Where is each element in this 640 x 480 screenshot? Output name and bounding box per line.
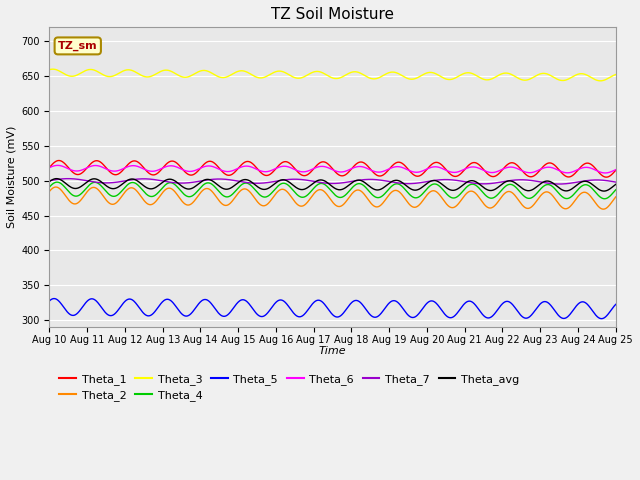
Theta_2: [308, 193, 316, 199]
Theta_6: [602, 170, 609, 176]
Theta_3: [49, 66, 57, 72]
Theta_5: [368, 313, 376, 319]
Theta_7: [45, 178, 53, 183]
Theta_4: [600, 196, 608, 202]
Theta_3: [286, 72, 294, 78]
Theta_7: [65, 176, 72, 181]
Theta_5: [113, 309, 120, 315]
Theta_4: [90, 180, 97, 185]
Theta_5: [308, 301, 316, 307]
Theta_7: [612, 179, 620, 185]
Theta_1: [45, 165, 53, 170]
Theta_6: [90, 163, 97, 168]
Theta_3: [368, 76, 376, 82]
Theta_1: [308, 168, 316, 174]
Line: Theta_avg: Theta_avg: [49, 179, 616, 191]
Theta_6: [368, 168, 376, 173]
Theta_5: [612, 301, 620, 307]
Legend: Theta_1, Theta_2, Theta_3, Theta_4, Theta_5, Theta_6, Theta_7, Theta_avg: Theta_1, Theta_2, Theta_3, Theta_4, Thet…: [55, 369, 524, 406]
Theta_1: [368, 168, 376, 174]
Theta_3: [45, 67, 53, 72]
Line: Theta_4: Theta_4: [49, 182, 616, 199]
Theta_4: [45, 184, 53, 190]
Theta_6: [308, 167, 316, 172]
Theta_avg: [113, 185, 120, 191]
Theta_3: [113, 72, 120, 77]
Theta_1: [286, 161, 294, 167]
Theta_5: [45, 298, 53, 304]
Theta_5: [50, 296, 58, 301]
Theta_2: [52, 184, 60, 190]
Theta_2: [45, 189, 53, 194]
Theta_5: [598, 316, 605, 322]
Theta_7: [556, 181, 563, 187]
Theta_avg: [368, 185, 376, 191]
Theta_2: [600, 206, 607, 212]
Theta_2: [368, 202, 376, 207]
Theta_1: [113, 172, 120, 178]
Line: Theta_2: Theta_2: [49, 187, 616, 209]
Theta_avg: [308, 181, 316, 187]
Theta_4: [368, 192, 376, 197]
Theta_1: [612, 168, 620, 173]
Theta_2: [298, 203, 306, 209]
Line: Theta_3: Theta_3: [49, 69, 616, 81]
Theta_3: [596, 78, 604, 84]
Theta_2: [90, 184, 97, 190]
Theta_7: [113, 180, 120, 185]
Theta_1: [298, 172, 306, 178]
Theta_avg: [612, 181, 620, 187]
Theta_6: [54, 163, 61, 168]
X-axis label: Time: Time: [319, 346, 346, 356]
Theta_4: [53, 179, 61, 185]
Line: Theta_5: Theta_5: [49, 299, 616, 319]
Theta_2: [113, 200, 120, 205]
Theta_avg: [45, 179, 53, 184]
Theta_avg: [52, 176, 60, 181]
Theta_avg: [600, 188, 608, 194]
Theta_6: [612, 167, 620, 172]
Theta_6: [298, 169, 306, 175]
Theta_7: [308, 178, 316, 184]
Theta_1: [602, 174, 610, 180]
Theta_7: [298, 177, 306, 182]
Theta_3: [308, 70, 316, 75]
Y-axis label: Soil Moisture (mV): Soil Moisture (mV): [7, 126, 17, 228]
Line: Theta_1: Theta_1: [49, 160, 616, 177]
Theta_avg: [286, 180, 294, 186]
Theta_7: [286, 177, 294, 182]
Theta_4: [286, 184, 294, 190]
Theta_7: [90, 179, 97, 185]
Text: TZ_sm: TZ_sm: [58, 41, 97, 51]
Theta_3: [612, 72, 620, 77]
Theta_1: [55, 157, 63, 163]
Theta_2: [286, 192, 294, 198]
Theta_4: [298, 194, 306, 200]
Theta_6: [45, 165, 53, 170]
Line: Theta_6: Theta_6: [49, 166, 616, 173]
Theta_4: [113, 192, 120, 198]
Theta_3: [298, 75, 306, 81]
Theta_1: [90, 159, 97, 165]
Theta_5: [298, 313, 306, 319]
Line: Theta_7: Theta_7: [49, 179, 616, 184]
Theta_5: [286, 306, 294, 312]
Theta_6: [286, 165, 294, 170]
Theta_avg: [298, 187, 306, 192]
Theta_3: [90, 67, 97, 73]
Theta_6: [113, 168, 120, 174]
Theta_2: [612, 194, 620, 200]
Theta_5: [90, 296, 97, 302]
Theta_4: [308, 187, 316, 193]
Title: TZ Soil Moisture: TZ Soil Moisture: [271, 7, 394, 22]
Theta_avg: [90, 176, 97, 182]
Theta_7: [368, 177, 376, 182]
Theta_4: [612, 187, 620, 192]
